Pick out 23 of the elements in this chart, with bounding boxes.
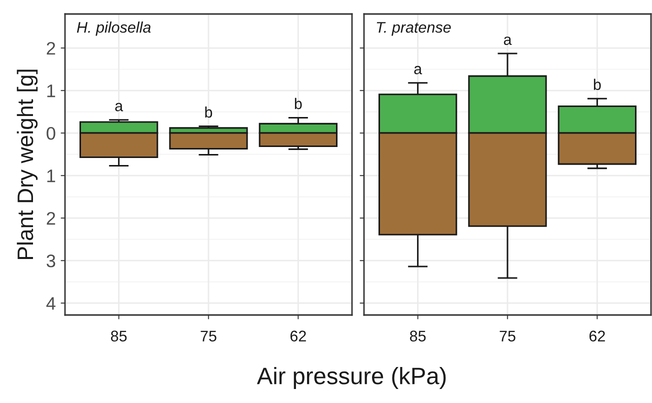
y-tick-label: 1 [47, 170, 56, 182]
chart-title: T. pratense [376, 22, 451, 36]
x-tick-label: 85 [110, 330, 127, 342]
x-axis-title: Air pressure (kPa) [256, 366, 446, 390]
y-tick-label: 0 [46, 126, 56, 140]
y-tick-label: 4 [46, 297, 56, 310]
x-tick-label: 62 [589, 330, 605, 342]
y-tick-label: 1 [47, 84, 56, 98]
y-tick-label: 3 [46, 254, 56, 268]
annotation: b [294, 98, 302, 110]
x-tick-label: 75 [200, 330, 216, 342]
y-axis-title: Plant Dry weight [g] [16, 70, 38, 260]
annotation: a [115, 102, 124, 112]
x-tick-label: 62 [290, 330, 306, 342]
x-tick-label: 85 [410, 330, 426, 342]
annotation: b [594, 78, 601, 90]
annotation: b [205, 106, 212, 118]
x-tick-label: 75 [500, 330, 516, 342]
annotation: a [414, 66, 422, 74]
chart-title: H. pilosella [76, 22, 151, 36]
y-tick-label: 2 [46, 42, 56, 55]
y-tick-label: 2 [46, 212, 56, 225]
annotation: a [504, 36, 512, 45]
